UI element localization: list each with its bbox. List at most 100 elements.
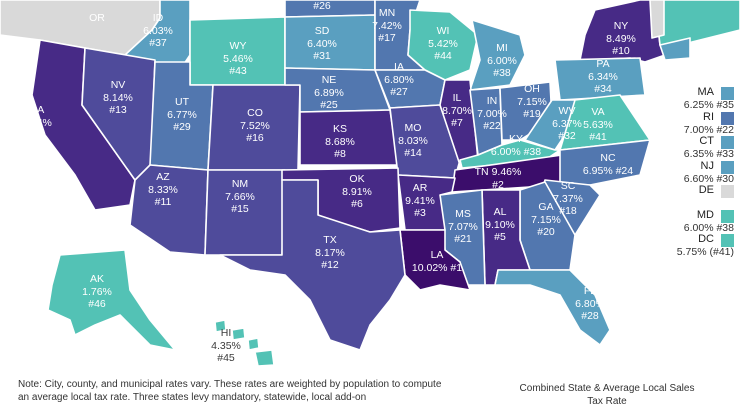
legend-item-nj: NJ 6.60% #30 (672, 160, 738, 185)
state-rate: 8.49% (606, 32, 636, 45)
state-abbr: AK (89, 273, 104, 285)
legend-value: 6.00% #38 (683, 221, 734, 234)
state-abbr: MO (404, 122, 422, 134)
state-label-ia: IA 6.80% #27 (384, 61, 414, 99)
state-pa[interactable] (554, 57, 646, 101)
state-rate: 1.76% (82, 285, 112, 298)
state-hi-1[interactable] (214, 319, 227, 333)
state-label-sc: SC 7.37% #18 (553, 180, 583, 218)
state-label-co: CO 7.52% #16 (240, 107, 270, 145)
state-rank: #43 (229, 65, 247, 77)
state-abbr: FL (583, 285, 597, 297)
state-label-hi: HI 4.35% #45 (211, 327, 241, 365)
state-rank: #7 (451, 117, 463, 129)
legend-swatch (721, 87, 734, 100)
state-rate: 8.03% (398, 134, 428, 147)
legend-abbr: CT (699, 135, 714, 147)
state-abbr: MS (455, 208, 471, 220)
state-abbr: UT (175, 96, 189, 108)
state-la[interactable] (399, 229, 471, 291)
state-hi-2[interactable] (231, 327, 246, 341)
state-rank: #45 (217, 352, 235, 364)
state-rank: #28 (581, 310, 599, 322)
state-rank: #26 (313, 0, 331, 12)
state-label-wy: WY 5.46% #43 (223, 40, 253, 78)
state-label-nc: NC 6.95% #24 (583, 152, 633, 177)
state-label-va: VA 5.63% #41 (583, 106, 613, 144)
state-abbr: AZ (156, 171, 170, 183)
state-rank: #20 (537, 226, 555, 238)
state-rate: 7.15% (517, 95, 547, 108)
state-new-england-south[interactable] (659, 37, 691, 61)
legend-value: 5.75% (#41) (676, 246, 734, 258)
legend-item-ma: MA 6.25% #35 (672, 86, 738, 111)
state-label-ky: KY 6.00% #38 (491, 133, 541, 158)
state-label-mi: MI 6.00% #38 (487, 42, 517, 80)
state-label-wi: WI 5.42% #44 (428, 25, 458, 63)
state-rank: #38 (523, 145, 542, 158)
state-rate: 6.89% (314, 86, 344, 99)
state-rate: 8.54% (22, 116, 52, 129)
state-label-ms: MS 7.07% #21 (448, 208, 478, 246)
state-label-mo: MO 8.03% #14 (398, 122, 428, 160)
state-abbr: KY (508, 133, 524, 145)
state-rate: 7.52% (240, 119, 270, 132)
state-abbr: NE (321, 74, 337, 86)
state-rate: 8.17% (315, 246, 345, 259)
legend-item-ct: CT 6.35% #33 (672, 135, 738, 160)
state-rate: 5.63% (583, 118, 613, 131)
state-label-pa: PA 6.34% #34 (588, 58, 618, 96)
state-rate: 7.42% (372, 19, 402, 32)
state-hi-4[interactable] (254, 349, 275, 367)
legend-value: 6.25% #35 (683, 99, 734, 111)
state-label-nv: NV 8.14% #13 (103, 79, 133, 117)
state-label-il: IL 8.70% #7 (442, 92, 472, 130)
state-abbr: WI (436, 25, 450, 37)
state-rank: #41 (589, 131, 607, 143)
state-rank: #17 (378, 32, 396, 44)
state-abbr: SD (314, 25, 330, 37)
state-label-oh: OH 7.15% #19 (517, 83, 547, 121)
state-rate: 7.07% (448, 220, 478, 233)
state-rank: #34 (594, 83, 612, 95)
state-label-ut: UT 6.77% #29 (167, 96, 197, 134)
state-abbr: AL (493, 206, 507, 218)
state-rate: 8.68% (325, 135, 355, 148)
legend-abbr: NJ (700, 159, 714, 172)
legend-item-de: DE (672, 184, 738, 209)
state-label-ne: NE 6.89% #25 (314, 74, 344, 112)
state-fl[interactable] (494, 269, 611, 346)
state-rank: #19 (523, 108, 541, 120)
state-nh[interactable] (649, 0, 665, 39)
state-rate: 8.33% (148, 183, 178, 196)
state-label-tx: TX 8.17% #12 (315, 234, 345, 272)
state-rate: 5.42% (428, 37, 458, 50)
state-label-or: OR (89, 12, 105, 25)
state-rank: #27 (390, 86, 408, 98)
state-nc[interactable] (559, 139, 651, 186)
state-abbr: PA (596, 58, 610, 70)
state-rank: #18 (559, 205, 577, 217)
state-rate: 8.70% (442, 104, 472, 117)
state-new-england-north[interactable] (654, 0, 740, 46)
state-mi[interactable] (469, 19, 526, 91)
state-label-tn: TN 9.46% #2 (475, 166, 522, 191)
state-tx[interactable] (219, 179, 406, 351)
state-abbr: NY (613, 20, 629, 32)
state-ak[interactable] (47, 249, 176, 351)
state-label-ny: NY 8.49% #10 (606, 20, 636, 58)
legend-swatch (721, 209, 734, 223)
state-abbr: CO (247, 107, 263, 119)
state-rank: #9 (31, 129, 43, 141)
state-abbr: WY (229, 40, 247, 52)
state-label-ks: KS 8.68% #8 (325, 123, 355, 161)
state-label-sd: SD 6.40% #31 (307, 25, 337, 63)
state-rate: 8.14% (103, 91, 133, 104)
state-hi-3[interactable] (247, 337, 260, 351)
state-rank: #2 (492, 178, 504, 191)
legend-item-dc: DC 5.75% (#41) (672, 233, 738, 258)
state-abbr: VA (591, 106, 605, 118)
legend-abbr: DC (698, 233, 714, 245)
state-rank: #46 (88, 298, 106, 310)
